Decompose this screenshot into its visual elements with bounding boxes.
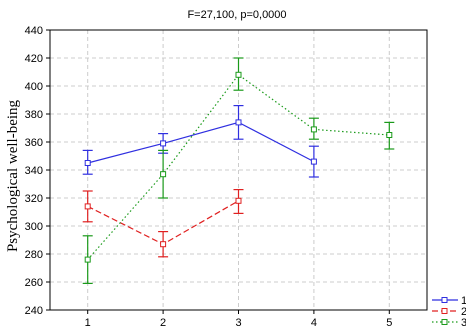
legend-marker-3 [441, 319, 448, 325]
legend-label-1: 1 [461, 295, 466, 307]
data-point [160, 140, 167, 147]
legend-marker-2 [441, 308, 448, 314]
y-tick-label: 440 [25, 25, 43, 37]
y-tick-label: 360 [25, 137, 43, 149]
x-tick-label: 5 [386, 317, 392, 329]
data-point [235, 71, 242, 78]
x-tick-label: 4 [311, 317, 317, 329]
y-tick-label: 300 [25, 221, 43, 233]
y-axis-label: Psychological well-being [5, 99, 21, 252]
data-point [386, 132, 393, 138]
y-tick-label: 280 [25, 249, 43, 261]
legend-label-2: 2 [461, 306, 466, 318]
legend: 123 [432, 295, 466, 329]
data-point [160, 171, 167, 178]
chart-title: F=27,100, p=0,0000 [187, 9, 286, 21]
legend-label-3: 3 [461, 317, 466, 329]
series-line-3 [87, 73, 390, 260]
data-point [235, 119, 242, 126]
axis-ticks: 240 260 280 300 320 340 360 380 400 420 440 1 2 3 4 5 [25, 25, 393, 329]
data-series [82, 57, 395, 284]
y-tick-label: 260 [25, 277, 43, 289]
x-tick-label: 1 [85, 317, 91, 329]
data-point [310, 158, 317, 165]
data-point [235, 197, 242, 204]
data-point [84, 160, 91, 166]
y-tick-label: 240 [25, 305, 43, 317]
legend-marker-1 [441, 297, 448, 303]
y-tick-label: 420 [25, 53, 43, 65]
series-line-1 [87, 121, 315, 164]
data-point [160, 241, 167, 248]
data-point [310, 126, 317, 133]
data-point [84, 256, 91, 263]
y-tick-label: 340 [25, 165, 43, 177]
y-tick-label: 320 [25, 193, 43, 205]
x-tick-label: 3 [235, 317, 241, 329]
x-tick-label: 2 [160, 317, 166, 329]
data-point [84, 203, 91, 210]
y-tick-label: 380 [25, 109, 43, 121]
y-tick-label: 400 [25, 81, 43, 93]
